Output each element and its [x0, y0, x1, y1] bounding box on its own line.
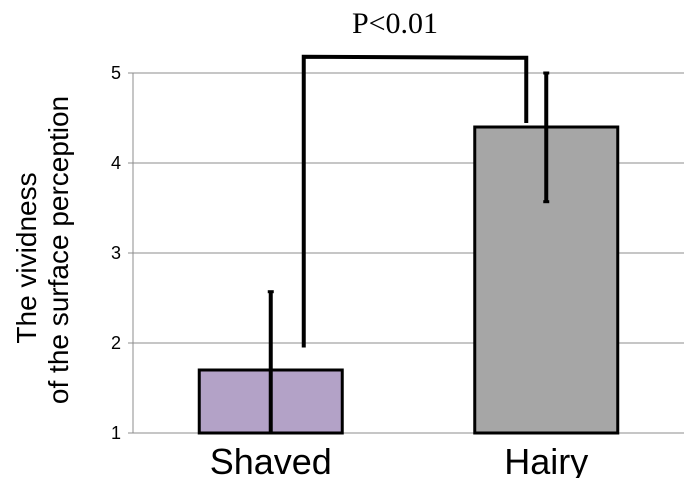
significance-bracket-line [301, 54, 529, 348]
y-axis-label: The vividness of the surface perception [11, 96, 74, 404]
error-bars [267, 71, 550, 435]
y-axis-label-line-2: of the surface perception [43, 96, 74, 404]
y-tick-labels: 1 2 3 4 5 [111, 63, 121, 443]
category-label-shaved: Shaved [210, 441, 332, 478]
y-tick-label: 4 [111, 153, 121, 173]
significance-bracket: P<0.01 [301, 7, 529, 348]
category-label-hairy: Hairy [504, 441, 588, 478]
y-tick-label: 3 [111, 243, 121, 263]
y-tick-label: 2 [111, 333, 121, 353]
axes [128, 72, 134, 434]
y-tick-label: 1 [111, 423, 121, 443]
category-labels: Shaved Hairy [210, 441, 589, 478]
significance-label: P<0.01 [352, 7, 438, 40]
y-tick-label: 5 [111, 63, 121, 83]
bars [197, 125, 620, 435]
y-axis-label-line-1: The vividness [11, 172, 42, 343]
